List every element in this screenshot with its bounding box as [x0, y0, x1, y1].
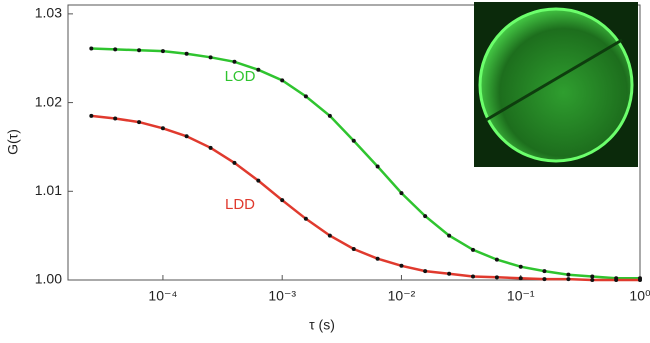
data-point: [376, 257, 380, 261]
inset-circle: [480, 9, 632, 161]
y-tick-label: 1.00: [35, 271, 62, 287]
data-point: [590, 278, 594, 282]
data-point: [161, 126, 165, 130]
y-tick-label: 1.01: [35, 182, 62, 198]
data-point: [280, 78, 284, 82]
data-point: [447, 234, 451, 238]
data-point: [209, 146, 213, 150]
x-tick-label: 10⁰: [629, 288, 650, 304]
data-point: [185, 134, 189, 138]
series-label: LOD: [225, 68, 256, 85]
data-point: [542, 277, 546, 281]
data-point: [304, 217, 308, 221]
data-point: [542, 269, 546, 273]
chart: τ (s) G(τ) 1.00 1.01 1.02 1.03 10⁻⁴ 10⁻³ 10⁻² 1…: [0, 0, 650, 343]
data-point: [376, 164, 380, 168]
data-point: [161, 49, 165, 53]
data-point: [590, 274, 594, 278]
data-point: [519, 265, 523, 269]
y-axis-label: G(τ): [5, 129, 21, 155]
data-point: [352, 139, 356, 143]
series-label: LDD: [225, 196, 255, 213]
data-point: [495, 258, 499, 262]
data-point: [399, 191, 403, 195]
x-tick-label: 10⁻⁴: [148, 288, 177, 304]
data-point: [447, 272, 451, 276]
data-point: [614, 278, 618, 282]
y-tick-label: 1.02: [35, 93, 62, 109]
data-point: [399, 264, 403, 268]
data-point: [328, 114, 332, 118]
data-point: [113, 117, 117, 121]
data-point: [495, 275, 499, 279]
data-point: [519, 276, 523, 280]
y-tick-label: 1.03: [35, 5, 62, 21]
data-point: [352, 247, 356, 251]
data-point: [423, 214, 427, 218]
data-point: [89, 46, 93, 50]
data-point: [638, 278, 642, 282]
data-point: [280, 198, 284, 202]
data-point: [256, 68, 260, 72]
data-point: [423, 269, 427, 273]
x-axis-label: τ (s): [309, 317, 335, 333]
data-point: [232, 60, 236, 64]
data-point: [471, 248, 475, 252]
data-point: [89, 114, 93, 118]
data-point: [256, 179, 260, 183]
x-tick-label: 10⁻²: [388, 288, 416, 304]
data-point: [137, 120, 141, 124]
data-point: [137, 48, 141, 52]
data-point: [566, 273, 570, 277]
data-point: [328, 234, 332, 238]
x-tick-label: 10⁻¹: [507, 288, 535, 304]
inset-image: [474, 2, 638, 167]
x-tick-label: 10⁻³: [268, 288, 296, 304]
data-point: [232, 161, 236, 165]
data-point: [304, 94, 308, 98]
data-point: [471, 274, 475, 278]
page: τ (s) G(τ) 1.00 1.01 1.02 1.03 10⁻⁴ 10⁻³ 10⁻² 1…: [0, 0, 650, 343]
data-point: [566, 277, 570, 281]
data-point: [113, 47, 117, 51]
data-point: [209, 55, 213, 59]
data-point: [185, 52, 189, 56]
